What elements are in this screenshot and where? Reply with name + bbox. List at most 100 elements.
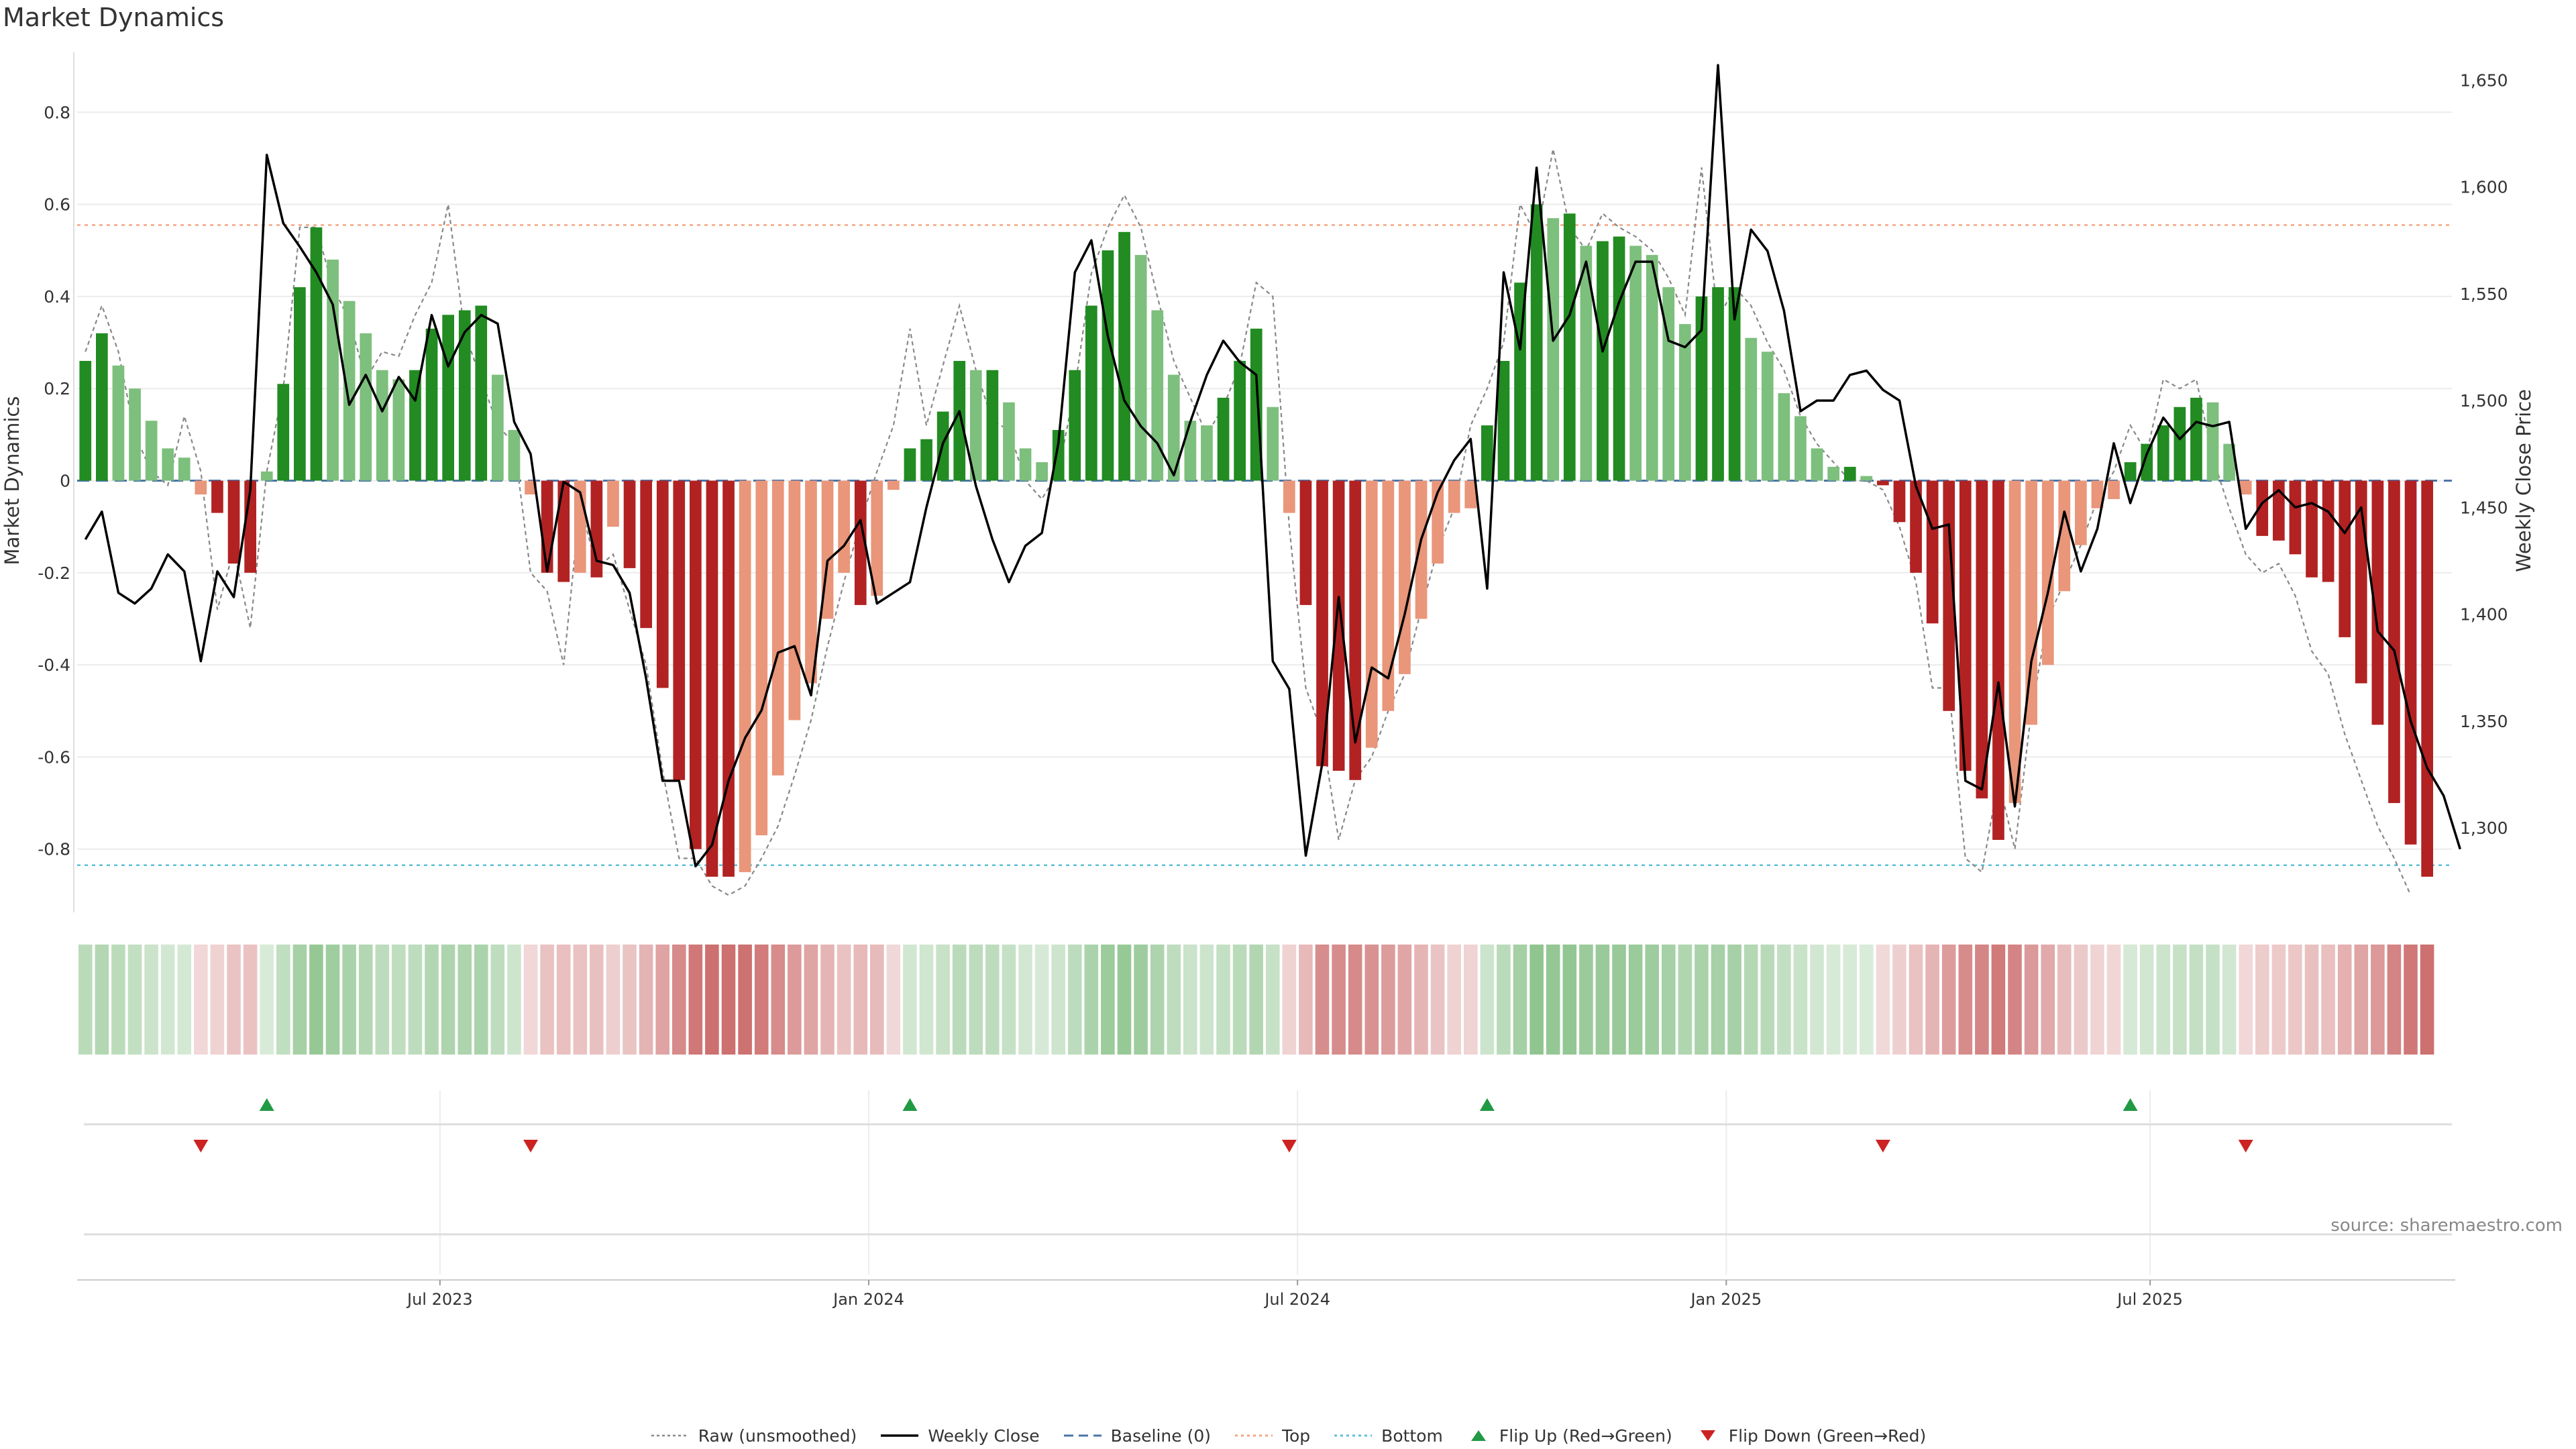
- heat-cell: [2337, 945, 2352, 1055]
- heat-cell: [1216, 945, 1230, 1055]
- heat-cell: [2090, 945, 2104, 1055]
- heat-cell: [111, 945, 125, 1055]
- heat-cell: [458, 945, 472, 1055]
- legend-item-flip-down: Flip Down (Green→Red): [1695, 1426, 1926, 1446]
- dynamics-bar: [458, 310, 471, 481]
- dynamics-bar: [1134, 255, 1147, 481]
- dynamics-bar: [557, 480, 570, 582]
- heat-cell: [655, 945, 669, 1055]
- dynamics-bar: [805, 480, 817, 684]
- y-tick-label: 0.8: [44, 103, 70, 122]
- dynamics-bar: [2108, 480, 2120, 499]
- heat-cell: [243, 945, 258, 1055]
- heat-cell: [292, 945, 307, 1055]
- dynamics-bar: [2339, 480, 2351, 637]
- heat-cell: [1826, 945, 1841, 1055]
- heat-cell: [1084, 945, 1099, 1055]
- dynamics-bar: [1102, 250, 1114, 481]
- heat-cell: [2321, 945, 2335, 1055]
- dynamics-bar: [1959, 480, 1972, 771]
- heat-cell: [1678, 945, 1693, 1055]
- heat-cell: [1711, 945, 1725, 1055]
- dynamics-bar: [1299, 480, 1312, 605]
- flip-down-marker: [1875, 1140, 1890, 1152]
- heat-cell: [1315, 945, 1330, 1055]
- page-title: Market Dynamics: [3, 3, 225, 32]
- heat-cell: [2304, 945, 2319, 1055]
- heat-cell: [1348, 945, 1362, 1055]
- dynamics-bar: [392, 379, 405, 481]
- heat-cell: [375, 945, 390, 1055]
- dynamics-bar: [145, 421, 158, 481]
- heat-cell: [1117, 945, 1132, 1055]
- heat-cell: [2255, 945, 2269, 1055]
- dynamics-bar: [1415, 480, 1428, 619]
- heat-cell: [2189, 945, 2204, 1055]
- dynamics-bar: [343, 301, 356, 481]
- y2-tick-label: 1,600: [2460, 178, 2508, 197]
- dynamics-bar: [1811, 448, 1823, 481]
- dynamics-bar: [1547, 218, 1560, 481]
- flip-up-marker: [2123, 1098, 2138, 1111]
- heat-cell: [2222, 945, 2237, 1055]
- dynamics-bar: [2239, 480, 2252, 495]
- heat-cell: [985, 945, 1000, 1055]
- heat-cell: [342, 945, 356, 1055]
- heat-cell: [1645, 945, 1659, 1055]
- legend-swatch-icon: [651, 1434, 689, 1437]
- heat-cell: [1134, 945, 1148, 1055]
- dynamics-bar: [904, 448, 916, 481]
- heat-cell: [1595, 945, 1610, 1055]
- y-tick-label: 0.4: [44, 287, 70, 307]
- dynamics-bar: [871, 480, 883, 596]
- dynamics-bar: [706, 480, 718, 877]
- heat-cell: [969, 945, 983, 1055]
- heat-cell: [623, 945, 637, 1055]
- dynamics-bar: [277, 384, 290, 481]
- dynamics-bar: [2091, 480, 2104, 508]
- dynamics-bar: [1019, 448, 1032, 481]
- heat-cell: [754, 945, 769, 1055]
- heat-cell: [738, 945, 752, 1055]
- dynamics-bar: [2008, 480, 2021, 804]
- dynamics-bar: [112, 365, 125, 481]
- heat-cell: [2404, 945, 2418, 1055]
- dynamics-bar: [1530, 204, 1543, 481]
- y2-tick-label: 1,400: [2460, 605, 2508, 625]
- dynamics-bar: [2025, 480, 2037, 725]
- dynamics-bar: [508, 430, 521, 481]
- x-tick-label: Jul 2024: [1263, 1290, 1330, 1309]
- heat-cell: [1876, 945, 1890, 1055]
- heat-cell: [804, 945, 818, 1055]
- heat-cell: [721, 945, 736, 1055]
- legend-item-flip-up: Flip Up (Red→Green): [1466, 1426, 1672, 1446]
- flip-up-marker: [1479, 1098, 1495, 1111]
- dynamics-bar: [162, 448, 174, 481]
- y-tick-label: -0.8: [38, 840, 70, 859]
- dynamics-bar: [1118, 231, 1130, 481]
- dynamics-bar: [1794, 416, 1807, 481]
- x-tick-label: Jan 2025: [1689, 1290, 1762, 1309]
- legend-swatch-icon: [881, 1434, 919, 1437]
- heat-cell: [936, 945, 950, 1055]
- heat-cell: [1975, 945, 1989, 1055]
- y2-axis-label: Weekly Close Price: [2512, 389, 2535, 572]
- legend-swatch-icon: [1700, 1430, 1715, 1441]
- dynamics-bar: [1597, 241, 1609, 481]
- dynamics-bar: [2190, 397, 2202, 481]
- dynamics-bar: [1349, 480, 1362, 780]
- heat-cell: [2074, 945, 2088, 1055]
- source-note: source: sharemaestro.com: [2330, 1216, 2563, 1236]
- heat-cell: [1925, 945, 1939, 1055]
- heat-cell: [2156, 945, 2171, 1055]
- heat-cell: [1018, 945, 1032, 1055]
- heat-cell: [1860, 945, 1874, 1055]
- dynamics-bar: [1943, 480, 1955, 711]
- dynamics-bar: [755, 480, 768, 836]
- y-tick-label: 0: [60, 472, 70, 491]
- heat-cell: [325, 945, 340, 1055]
- dynamics-bar: [2388, 480, 2400, 804]
- dynamics-bar: [1761, 352, 1774, 481]
- dynamics-bar: [2404, 480, 2417, 845]
- dynamics-bar: [1662, 287, 1675, 481]
